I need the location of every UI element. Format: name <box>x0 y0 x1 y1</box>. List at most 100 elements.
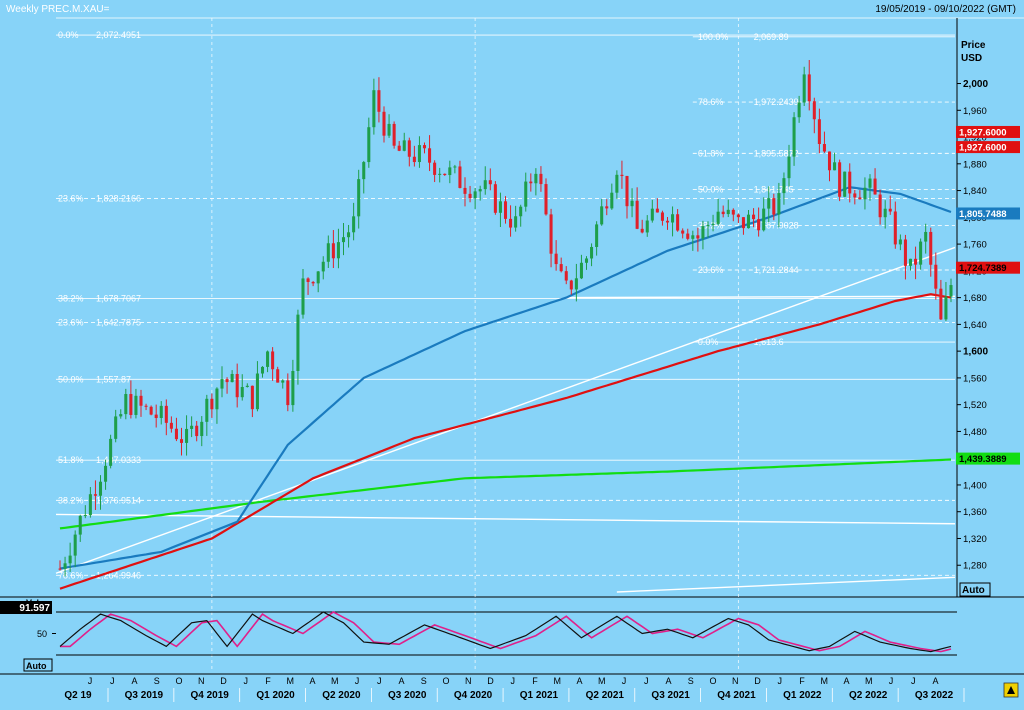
candle-body-64 <box>382 111 386 136</box>
candle-25 <box>185 415 189 456</box>
candle-body-104 <box>584 258 589 263</box>
fib-left-value-4: 1,557.87 <box>96 374 131 384</box>
fib-left-pct-7: 78.6% <box>58 570 84 580</box>
candle-29 <box>205 394 209 436</box>
candle-73 <box>428 135 432 172</box>
candle-body-12 <box>119 414 123 417</box>
quarter-label-10: Q4 2021 <box>717 690 756 701</box>
month-label-27: S <box>688 676 694 686</box>
candle-body-11 <box>114 416 118 439</box>
candle-body-123 <box>681 230 685 234</box>
candle-body-69 <box>407 140 411 157</box>
osc-auto-box[interactable] <box>23 658 53 672</box>
candle-93 <box>529 173 533 192</box>
candle-66 <box>392 121 396 149</box>
candle-body-119 <box>660 212 664 221</box>
auto-scale-label[interactable]: Auto <box>962 585 985 596</box>
month-label-30: D <box>754 676 761 686</box>
month-label-15: S <box>421 676 427 686</box>
corner-tool-icon[interactable] <box>1003 682 1019 698</box>
price-tag-label-1: 1,927.6000 <box>959 143 1007 154</box>
candle-body-136 <box>746 214 751 229</box>
candle-67 <box>397 141 401 152</box>
candle-body-110 <box>615 174 619 193</box>
candle-113 <box>630 188 634 218</box>
osc-auto-label[interactable]: Auto <box>26 661 47 671</box>
candle-body-51 <box>316 271 320 284</box>
candle-body-35 <box>235 373 239 398</box>
candle-body-146 <box>797 102 801 118</box>
candle-body-71 <box>417 145 421 163</box>
candle-body-114 <box>635 200 639 229</box>
candle-49 <box>306 277 310 295</box>
month-label-20: F <box>532 676 538 686</box>
candle-161 <box>873 168 877 195</box>
candle-body-42 <box>271 351 275 370</box>
candle-body-25 <box>185 428 189 443</box>
stoch-d-line <box>60 611 952 653</box>
candle-127 <box>701 220 705 250</box>
candle-76 <box>443 173 447 176</box>
month-label-21: M <box>554 676 562 686</box>
candle-16 <box>139 389 143 417</box>
candle-86 <box>493 181 497 215</box>
stoch-k-line <box>59 611 952 653</box>
candle-body-16 <box>139 395 143 406</box>
candle-75 <box>438 167 442 183</box>
candle-1 <box>63 556 67 577</box>
candle-body-26 <box>190 425 194 429</box>
candle-body-170 <box>919 241 923 265</box>
y-tick-label-17: 1,960 <box>963 106 987 117</box>
candle-38 <box>250 385 254 418</box>
candle-body-41 <box>266 351 270 367</box>
ma-red-line <box>59 293 952 590</box>
candle-body-155 <box>843 171 847 197</box>
quarter-label-4: Q2 2020 <box>322 690 361 701</box>
candle-0 <box>58 560 62 571</box>
month-label-1: J <box>110 676 115 686</box>
month-label-31: J <box>778 676 783 686</box>
auto-scale-box[interactable] <box>959 582 991 597</box>
candle-72 <box>422 142 427 154</box>
ma-blue-line <box>59 186 952 570</box>
candle-64 <box>382 106 386 143</box>
candle-body-163 <box>883 208 887 218</box>
candle-61 <box>367 117 371 168</box>
candle-body-79 <box>458 166 462 188</box>
candle-12 <box>119 409 123 419</box>
candle-body-109 <box>610 192 614 209</box>
candle-155 <box>843 171 847 198</box>
candle-body-55 <box>336 242 340 259</box>
fib-left-pct-2: 38.2% <box>58 293 84 303</box>
candle-body-148 <box>807 74 811 102</box>
candle-body-92 <box>524 181 528 207</box>
fib-left-value-6: 1,376.9514 <box>96 495 141 505</box>
candle-body-24 <box>179 439 184 443</box>
candle-body-0 <box>58 568 62 570</box>
candle-19 <box>154 404 158 428</box>
month-label-6: D <box>220 676 227 686</box>
candle-body-132 <box>726 209 730 215</box>
candle-166 <box>898 234 902 251</box>
candle-body-29 <box>205 398 209 422</box>
candle-body-65 <box>387 123 391 136</box>
candle-80 <box>463 177 467 207</box>
candle-body-167 <box>903 239 907 266</box>
y-tick-label-6: 1,520 <box>963 400 987 411</box>
candle-body-159 <box>863 187 867 200</box>
y-tick-label-15: 1,880 <box>963 159 987 170</box>
candle-body-47 <box>296 314 300 371</box>
price-tag-label-2: 1,805.7488 <box>959 209 1007 220</box>
candle-138 <box>757 207 761 237</box>
price-tag-label-3: 1,724.7389 <box>959 263 1007 274</box>
candle-63 <box>377 77 381 123</box>
candle-146 <box>797 95 801 123</box>
fib-left-value-1: 1,828.2166 <box>96 193 141 203</box>
candle-45 <box>286 373 290 412</box>
osc-current-value: 91.597 <box>19 603 50 614</box>
candle-body-141 <box>772 198 776 215</box>
candle-176 <box>949 278 953 303</box>
candle-125 <box>691 230 695 251</box>
candle-152 <box>827 151 832 182</box>
candle-165 <box>893 201 897 249</box>
